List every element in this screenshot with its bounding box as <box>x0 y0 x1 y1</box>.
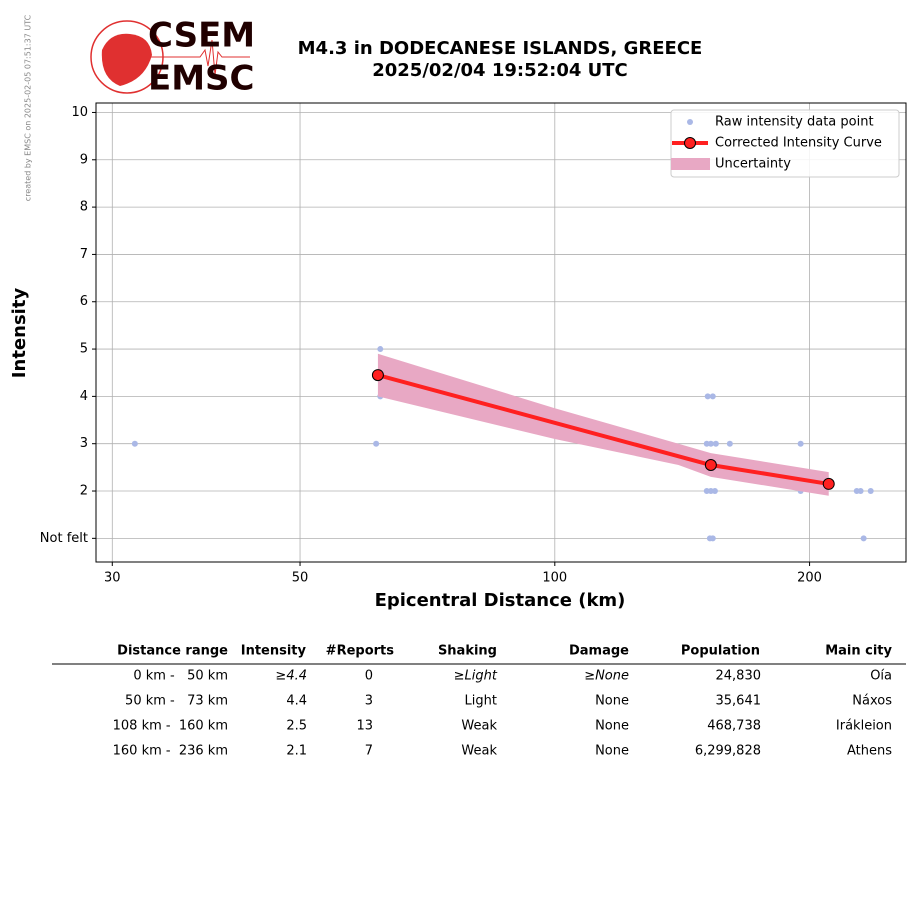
table-cell: 4.4 <box>286 694 307 709</box>
legend-label: Raw intensity data point <box>715 115 874 130</box>
table-cell: 7 <box>365 744 373 759</box>
y-tick-label: 2 <box>80 484 88 499</box>
logo-text: EMSC <box>148 59 255 99</box>
logo-wave <box>150 39 250 76</box>
data-point <box>712 440 719 447</box>
data-point <box>711 488 718 495</box>
chart-title: M4.3 in DODECANESE ISLANDS, GREECE <box>298 38 703 59</box>
table-cell: 35,641 <box>716 694 762 709</box>
table-cell: None <box>595 719 629 734</box>
y-tick-label: 10 <box>71 105 88 120</box>
table-header: #Reports <box>326 644 395 659</box>
table-cell: 2.5 <box>286 719 307 734</box>
table-cell: None <box>595 744 629 759</box>
y-tick-label: 5 <box>80 342 88 357</box>
table-cell: 0 km - 50 km <box>133 669 228 684</box>
y-tick-label: Not felt <box>40 531 88 546</box>
table-cell: Náxos <box>852 694 892 709</box>
data-point <box>857 488 864 495</box>
logo-text: CSEM <box>148 16 255 56</box>
y-tick-label: 3 <box>80 436 88 451</box>
data-point <box>703 440 710 447</box>
y-tick-label: 6 <box>80 294 88 309</box>
table-cell: 468,738 <box>707 719 761 734</box>
legend-box <box>670 109 900 178</box>
table-cell: ≥None <box>584 669 629 684</box>
table-cell: 13 <box>356 719 373 734</box>
table-header: Damage <box>569 644 629 659</box>
table-header: Main city <box>825 644 892 659</box>
x-tick-label: 100 <box>542 571 567 586</box>
table-cell: 6,299,828 <box>695 744 761 759</box>
data-point <box>373 440 380 447</box>
table-cell: 160 km - 236 km <box>113 744 228 759</box>
y-tick-label: 7 <box>80 247 88 262</box>
data-point <box>860 535 867 542</box>
data-point <box>797 440 804 447</box>
table-cell: Irákleion <box>836 719 892 734</box>
chart-subtitle: 2025/02/04 19:52:04 UTC <box>372 60 628 81</box>
x-tick-label: 50 <box>292 571 309 586</box>
table-cell: 24,830 <box>716 669 762 684</box>
x-tick-label: 200 <box>797 571 822 586</box>
table-cell: Light <box>465 694 497 709</box>
y-tick-label: 9 <box>80 152 88 167</box>
legend-marker <box>684 137 696 149</box>
y-tick-label: 8 <box>80 200 88 215</box>
data-point <box>726 440 733 447</box>
data-point <box>709 393 716 400</box>
logo-map <box>101 33 152 86</box>
table-cell: 3 <box>365 694 373 709</box>
table-cell: Weak <box>461 744 497 759</box>
table-header: Population <box>681 644 760 659</box>
table-header: Intensity <box>241 644 307 659</box>
watermark: created by EMSC on 2025-02-05 07:51:37 U… <box>24 14 33 201</box>
curve-marker <box>704 458 717 471</box>
data-point <box>707 440 714 447</box>
uncertainty-band <box>377 353 829 496</box>
plot-frame <box>95 102 907 563</box>
y-tick-label: 4 <box>80 389 88 404</box>
table-cell: 2.1 <box>286 744 307 759</box>
data-point <box>704 393 711 400</box>
x-axis-label: Epicentral Distance (km) <box>375 590 626 611</box>
table-cell: 0 <box>365 669 373 684</box>
data-point <box>709 535 716 542</box>
legend-label: Uncertainty <box>715 157 791 172</box>
table-cell: Weak <box>461 719 497 734</box>
table-cell: None <box>595 694 629 709</box>
legend-marker <box>671 158 710 170</box>
y-axis-label: Intensity <box>9 288 30 379</box>
table-header: Distance range <box>117 644 228 659</box>
data-point <box>377 346 384 353</box>
table-cell: ≥4.4 <box>275 669 307 684</box>
table-header: Shaking <box>438 644 497 659</box>
logo: CSEM EMSC <box>90 16 255 99</box>
curve-marker <box>822 477 835 490</box>
legend-marker <box>687 119 693 125</box>
table-cell: 108 km - 160 km <box>113 719 228 734</box>
table-cell: ≥Light <box>454 669 498 684</box>
data-point <box>867 488 874 495</box>
data-point <box>703 488 710 495</box>
table-cell: Athens <box>847 744 892 759</box>
table-cell: Oía <box>870 669 892 684</box>
table-cell: 50 km - 73 km <box>125 694 228 709</box>
x-tick-label: 30 <box>104 571 121 586</box>
curve-marker <box>371 369 384 382</box>
data-point <box>131 440 138 447</box>
legend-label: Corrected Intensity Curve <box>715 136 882 151</box>
